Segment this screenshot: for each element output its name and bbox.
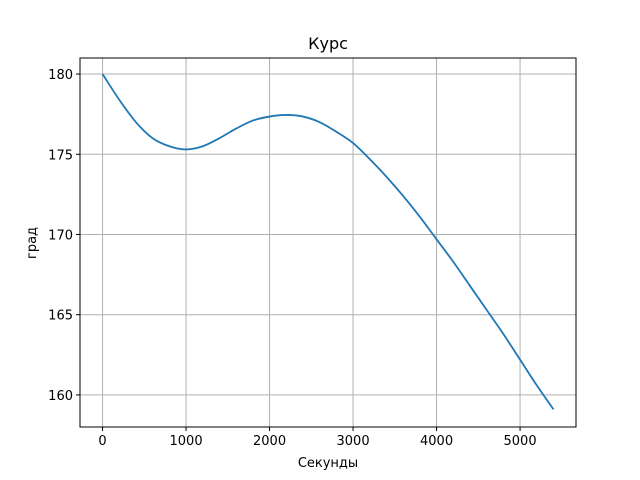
series-layer	[101, 73, 555, 410]
y-tick-label: 165	[48, 309, 73, 324]
grid-lines	[80, 58, 576, 427]
x-tick-label: 5000	[504, 434, 537, 449]
y-tick-label: 170	[48, 228, 73, 243]
x-tick-label: 1000	[170, 434, 203, 449]
chart-title: Курс	[308, 34, 348, 53]
x-tick-label: 0	[98, 434, 106, 449]
x-tick-label: 4000	[420, 434, 453, 449]
y-tick-label: 180	[48, 68, 73, 83]
x-tick-label: 2000	[253, 434, 286, 449]
plot-frame	[79, 57, 577, 428]
axis-ticks: 0 1000 2000 3000 4000 5000 160 165 170 175 180	[48, 68, 536, 449]
y-axis-label: град	[25, 227, 40, 259]
series-line	[101, 73, 555, 410]
x-axis-label: Секунды	[298, 456, 358, 471]
y-tick-label: 160	[48, 389, 73, 404]
x-tick-label: 3000	[337, 434, 370, 449]
y-tick-label: 175	[48, 148, 73, 163]
